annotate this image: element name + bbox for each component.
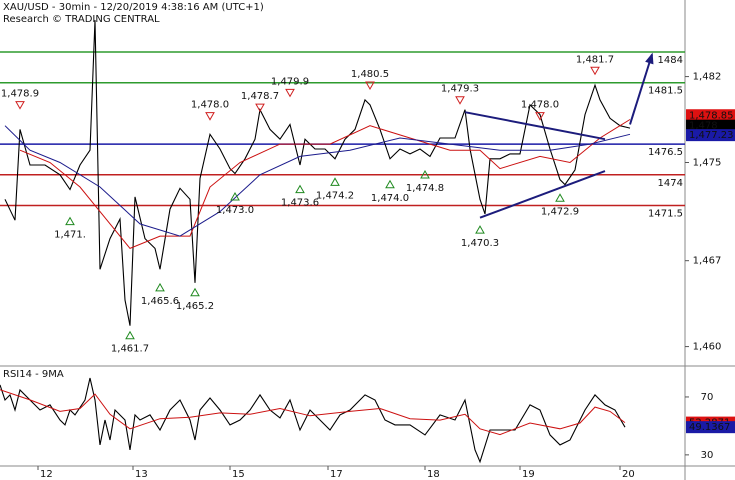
x-tick-label: 17 [330,469,343,480]
low-label: 1,472.9 [541,206,579,217]
trendline [479,170,606,219]
high-marker [285,88,295,98]
level-label: 1481.5 [648,86,683,97]
chart-subtitle: Research © TRADING CENTRAL [3,14,160,25]
series-line [0,389,626,436]
low-label: 1,473.0 [216,205,254,216]
x-tick-label: 20 [622,469,635,480]
level-label: 1471.5 [648,208,683,219]
y-tick-label: 1,475 [693,158,722,169]
low-marker [65,216,75,226]
high-marker [590,66,600,76]
high-marker [255,103,265,113]
low-marker [190,287,200,297]
price-tag [686,421,735,434]
chart-title: XAU/USD - 30min - 12/20/2019 4:38:16 AM … [3,2,264,13]
y-tick-label: 70 [701,392,714,403]
high-label: 1,479.3 [441,84,479,95]
x-tick-label: 15 [232,469,245,480]
low-label: 1,465.2 [176,301,214,312]
price-tag-label: 1,478 [689,121,718,132]
x-tick-label: 13 [135,469,148,480]
low-label: 1,471. [54,230,86,241]
level-label: 1476.5 [648,147,683,158]
high-marker [365,81,375,91]
price-tag [686,129,735,142]
x-tick-label: 19 [522,469,535,480]
price-tag-label: 1,477.23 [689,130,734,141]
high-label: 1,478.7 [241,91,279,102]
level-label: 1484 [658,55,683,66]
low-marker [420,169,430,179]
y-tick-label: 1,467 [693,256,722,267]
series-line [0,377,626,464]
arrow-head [645,52,654,65]
x-tick-label: 18 [427,469,440,480]
low-label: 1,461.7 [111,344,149,355]
high-label: 1,478.9 [1,89,39,100]
high-label: 1,480.5 [351,69,389,80]
low-marker [155,282,165,292]
price-tag [686,119,735,132]
low-marker [555,193,565,202]
low-marker [385,179,395,189]
low-label: 1,474.8 [406,183,444,194]
series-line [4,125,631,237]
y-tick-label: 30 [701,450,714,461]
rsi-title: RSI14 - 9MA [3,369,64,380]
low-label: 1,470.3 [461,238,499,249]
high-marker [455,96,465,105]
low-marker [125,330,135,340]
high-label: 1,478.0 [191,100,229,111]
high-label: 1,478.0 [521,100,559,111]
low-label: 1,473.6 [281,198,319,209]
y-tick-label: 1,460 [693,342,722,353]
low-marker [475,225,485,234]
price-tag-label: 1,478.85 [689,110,734,121]
low-marker [230,192,240,201]
level-label: 1474 [658,178,683,189]
series-line [19,119,631,250]
low-label: 1,465.6 [141,296,179,307]
low-label: 1,474.0 [371,193,409,204]
low-marker [295,184,305,194]
high-marker [535,112,545,121]
price-tag [686,109,735,122]
x-tick-label: 12 [40,469,53,480]
low-marker [330,177,340,186]
price-tag-label: 49.1367 [689,422,730,433]
high-label: 1,481.7 [576,54,614,65]
high-marker [205,112,215,121]
trendline [464,111,606,141]
y-tick-label: 1,482 [693,72,722,83]
low-label: 1,474.2 [316,190,354,201]
high-marker [15,101,25,110]
high-label: 1,479.9 [271,76,309,87]
series-line [4,20,631,326]
trendline [629,54,653,125]
